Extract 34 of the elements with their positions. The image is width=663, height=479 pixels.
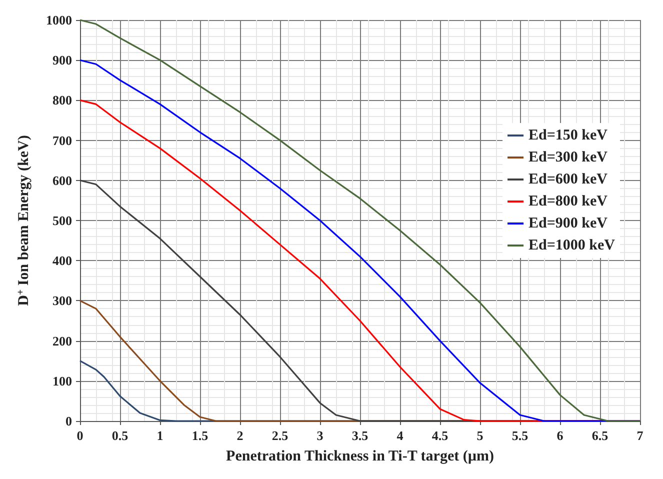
legend-label: Ed=150 keV (528, 128, 608, 144)
x-tick-label: 5.5 (512, 428, 529, 443)
x-tick-label: 5 (476, 428, 484, 443)
x-tick-label: 2.5 (272, 428, 289, 443)
y-tick-label: 100 (52, 373, 72, 388)
x-tick-label: 6.5 (592, 428, 609, 443)
x-tick-label: 4.5 (432, 428, 449, 443)
y-tick-label: 600 (52, 172, 72, 188)
y-tick-label: 0 (66, 414, 72, 428)
y-tick-label: 500 (52, 213, 72, 228)
x-tick-label: 6 (556, 428, 564, 443)
x-tick-label: 0 (76, 428, 84, 443)
y-tick-label: 900 (52, 52, 72, 68)
x-tick-label: 0.5 (112, 428, 129, 443)
x-tick-label: 2 (236, 428, 244, 443)
legend-label: Ed=300 keV (528, 150, 608, 166)
y-tick-label: 200 (52, 333, 72, 348)
x-tick-label: 4 (396, 428, 404, 443)
x-tick-label: 1 (156, 428, 164, 443)
x-tick-label: 3.5 (352, 428, 369, 443)
y-axis-title: D+ Ion beam Energy (keV) (16, 135, 32, 306)
legend-label: Ed=900 keV (528, 216, 608, 232)
legend-label: Ed=600 keV (528, 172, 608, 188)
legend-label: Ed=800 keV (528, 194, 608, 210)
y-tick-label: 300 (52, 293, 72, 308)
y-tick-label: 1000 (46, 12, 72, 28)
y-tick-label: 800 (52, 92, 72, 108)
x-tick-label: 3 (316, 428, 324, 443)
x-tick-label: 7 (636, 428, 644, 443)
y-tick-label: 400 (52, 253, 72, 268)
legend-label: Ed=1000 keV (528, 238, 616, 254)
x-tick-label: 1.5 (192, 428, 209, 443)
x-axis-title: Penetration Thickness in Ti-T target (µm) (226, 448, 494, 464)
y-tick-label: 700 (52, 132, 72, 148)
